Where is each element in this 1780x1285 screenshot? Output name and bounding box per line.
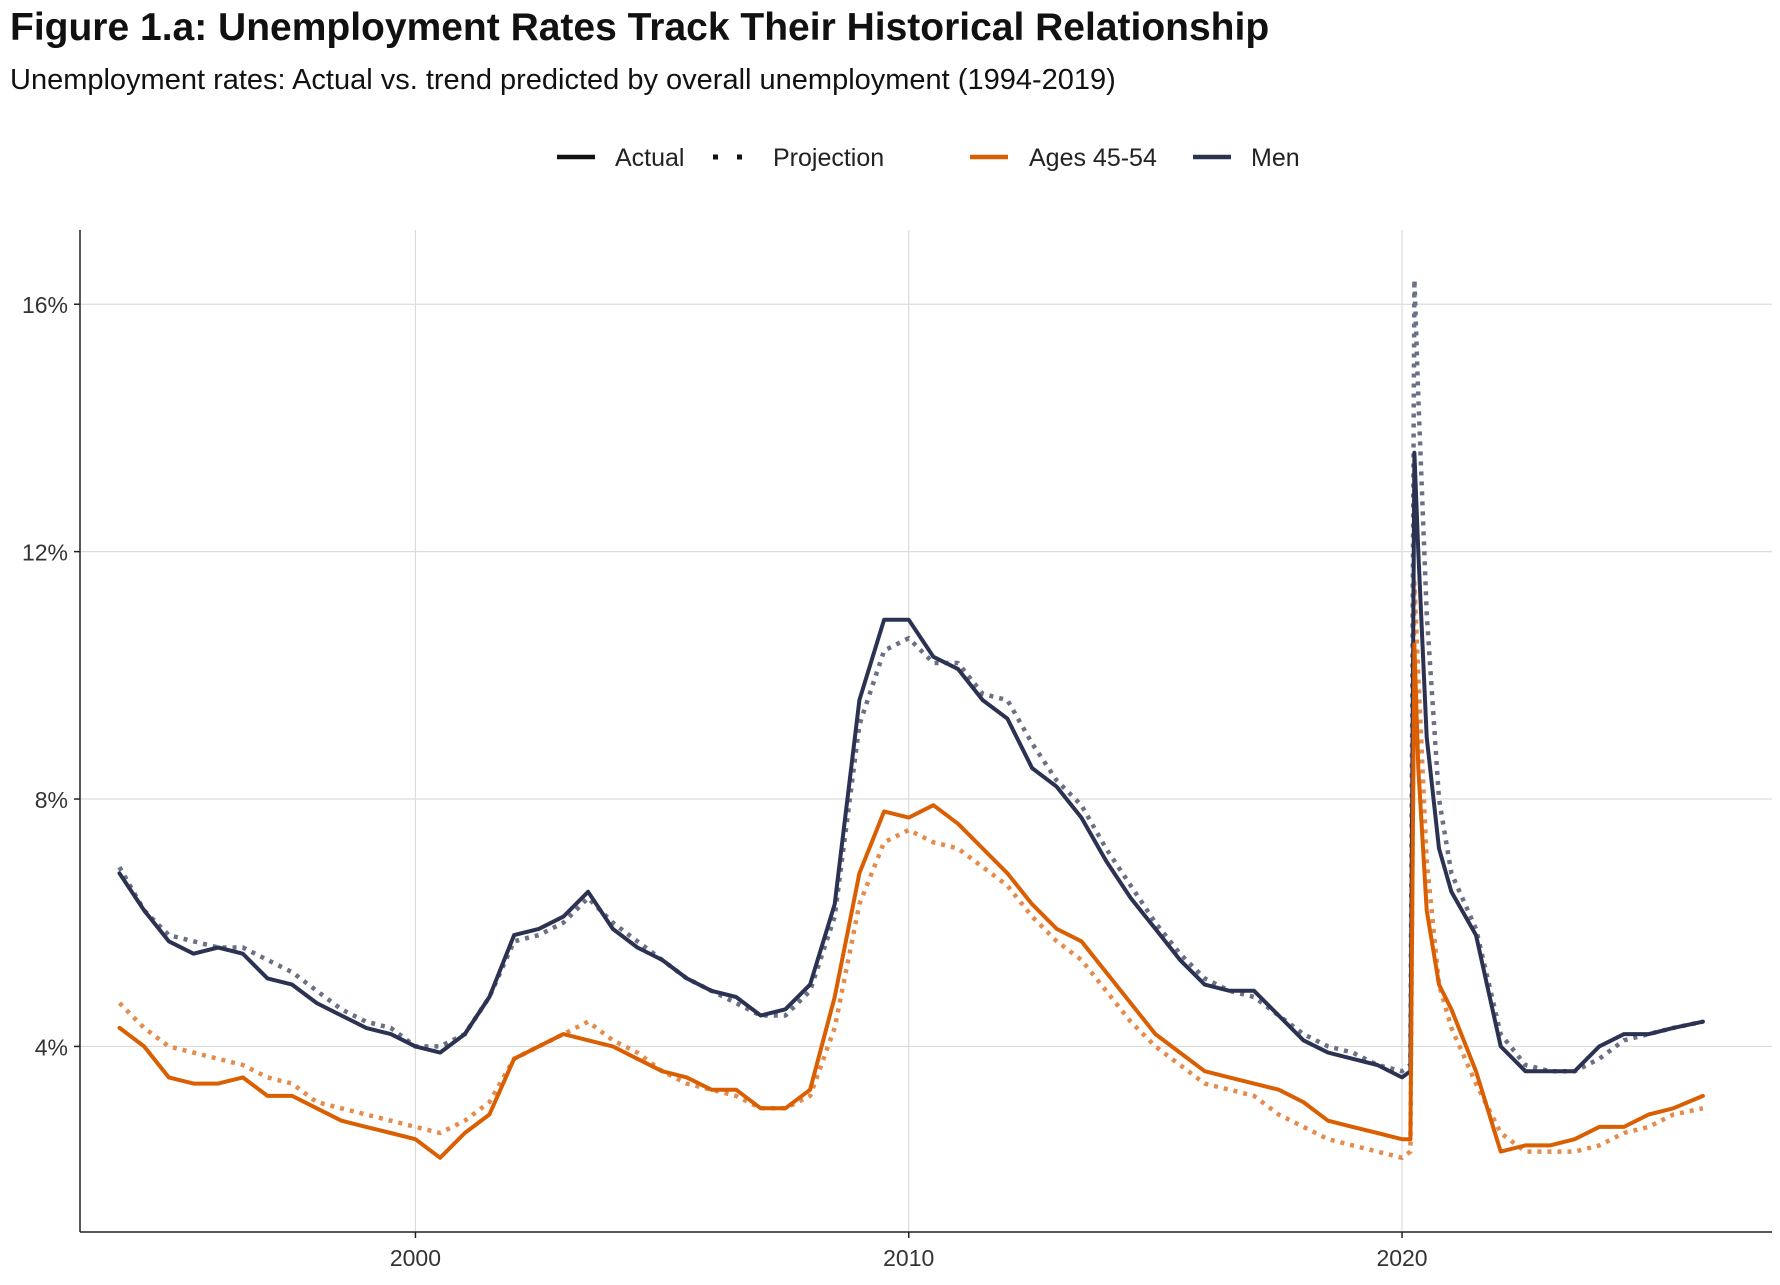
- y-tick-label-0: 4%: [35, 1034, 68, 1060]
- series-line-ages-45-54-projection: [117, 580, 1704, 1161]
- series-line-ages-45-54-actual: [117, 642, 1705, 1160]
- series-line-men-projection: [117, 277, 1704, 1074]
- y-tick-label-3: 16%: [22, 292, 68, 318]
- chart-title: Figure 1.a: Unemployment Rates Track The…: [10, 6, 1270, 49]
- legend-label-projection: Projection: [773, 144, 884, 172]
- series-line-men-actual: [117, 450, 1705, 1080]
- legend-label-ages-45-54: Ages 45-54: [1029, 144, 1157, 172]
- legend-label-men: Men: [1251, 144, 1300, 172]
- x-tick-label-2: 2020: [1376, 1245, 1427, 1271]
- y-tick-label-1: 8%: [35, 787, 68, 813]
- y-tick-label-2: 12%: [22, 540, 68, 566]
- grid-lines: [80, 230, 1772, 1232]
- axes: 4% 8% 12% 16% 2000 2010 2020: [22, 230, 1772, 1271]
- x-tick-label-1: 2010: [883, 1245, 934, 1271]
- series-lines: [117, 277, 1705, 1161]
- x-tick-label-0: 2000: [390, 1245, 441, 1271]
- chart-legend: Actual Projection Ages 45-54 Men: [557, 144, 1300, 172]
- legend-label-actual: Actual: [615, 144, 684, 172]
- chart-subtitle: Unemployment rates: Actual vs. trend pre…: [10, 64, 1116, 96]
